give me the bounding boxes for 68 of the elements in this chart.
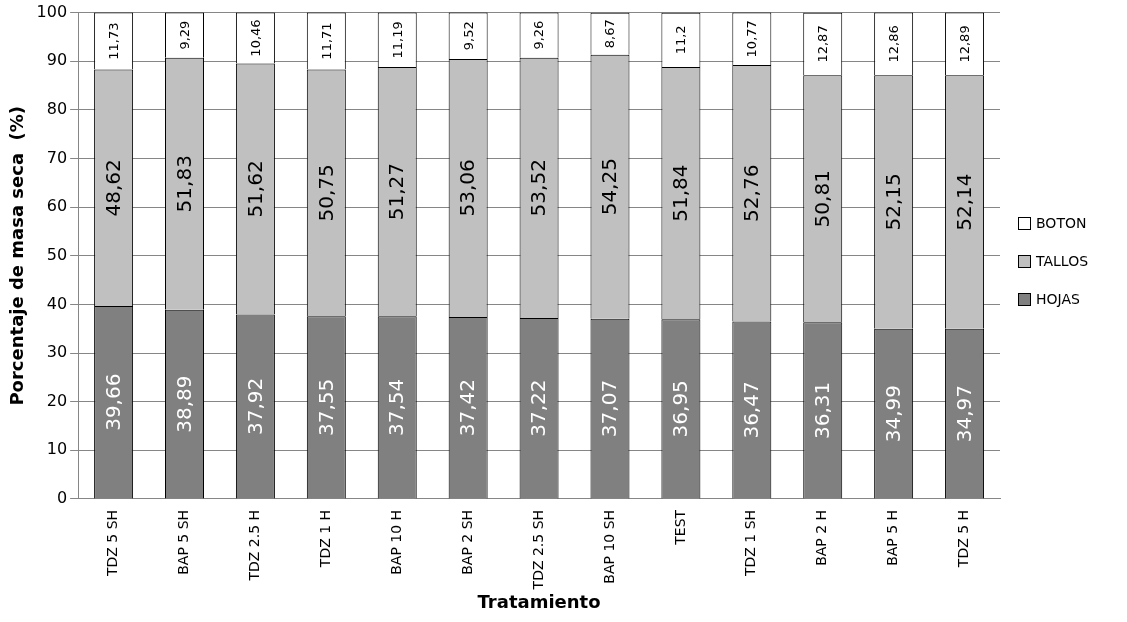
x-tick-label: TDZ 5 H bbox=[955, 509, 972, 569]
data-label: 34,97 bbox=[951, 384, 976, 443]
data-label: 52,15 bbox=[880, 173, 905, 231]
x-tick-label: TEST bbox=[671, 509, 688, 546]
y-tick-label: 0 bbox=[56, 488, 68, 508]
data-label: 51,84 bbox=[668, 164, 693, 222]
data-label: 51,27 bbox=[384, 163, 409, 221]
data-label: 12,87 bbox=[815, 25, 831, 63]
data-label: 52,14 bbox=[951, 173, 976, 231]
data-label: 51,62 bbox=[242, 160, 267, 218]
data-label: 51,83 bbox=[171, 155, 196, 213]
data-label: 36,47 bbox=[739, 381, 764, 439]
data-label: 54,25 bbox=[597, 158, 622, 216]
y-tick-label: 30 bbox=[46, 342, 68, 362]
x-tick-label: BAP 5 SH bbox=[175, 509, 192, 575]
y-tick-label: 70 bbox=[46, 147, 68, 167]
data-label: 53,06 bbox=[455, 159, 480, 217]
data-label: 50,75 bbox=[313, 164, 338, 222]
y-tick-label: 40 bbox=[46, 293, 68, 313]
data-label: 34,99 bbox=[880, 384, 905, 443]
x-tick-label: TDZ 5 SH bbox=[104, 509, 121, 578]
y-tick-label: 90 bbox=[46, 50, 68, 70]
data-label: 50,81 bbox=[809, 170, 834, 228]
legend-label: TALLOS bbox=[1036, 253, 1089, 269]
data-label: 12,86 bbox=[886, 25, 902, 63]
data-label: 9,26 bbox=[531, 20, 547, 50]
legend-label: HOJAS bbox=[1036, 291, 1080, 307]
x-tick-label: TDZ 2.5 H bbox=[246, 509, 263, 582]
x-axis-title: Tratamiento bbox=[477, 590, 601, 612]
y-tick-label: 10 bbox=[46, 439, 68, 459]
data-label: 8,67 bbox=[602, 19, 618, 49]
data-label: 37,54 bbox=[384, 378, 409, 436]
data-label: 52,76 bbox=[739, 164, 764, 222]
y-tick-label: 60 bbox=[46, 196, 68, 216]
x-tick-label: BAP 2 SH bbox=[458, 509, 475, 575]
data-label: 12,89 bbox=[956, 25, 972, 63]
text: BOTON bbox=[1036, 215, 1087, 231]
data-label: 37,92 bbox=[242, 377, 267, 436]
y-axis-title: Porcentaje de masa seca (%) bbox=[6, 105, 28, 406]
x-tick-label: TDZ 1 H bbox=[316, 509, 333, 569]
data-label: 39,66 bbox=[100, 373, 125, 431]
x-tick-label: TDZ 1 SH bbox=[742, 509, 759, 578]
data-label: 37,22 bbox=[526, 379, 551, 437]
data-label: 11,2 bbox=[673, 25, 689, 55]
x-tick-label: TDZ 2.5 SH bbox=[529, 509, 546, 591]
data-label: 37,07 bbox=[597, 379, 622, 438]
y-tick-label: 100 bbox=[36, 1, 68, 21]
data-label: 10,46 bbox=[247, 19, 263, 57]
y-tick-label: 50 bbox=[46, 244, 68, 264]
x-tick-label: BAP 2 H bbox=[813, 509, 830, 566]
data-label: 10,77 bbox=[744, 20, 760, 58]
data-label: 53,52 bbox=[526, 159, 551, 217]
y-tick-label: 80 bbox=[46, 99, 68, 119]
data-label: 37,55 bbox=[313, 378, 338, 436]
x-tick-label: BAP 5 H bbox=[884, 509, 901, 566]
data-label: 36,31 bbox=[809, 381, 834, 439]
data-label: 48,62 bbox=[100, 159, 125, 217]
data-label: 11,19 bbox=[389, 21, 405, 59]
data-label: 9,52 bbox=[460, 21, 476, 51]
data-label: 38,89 bbox=[171, 375, 196, 433]
data-label: 11,73 bbox=[105, 22, 121, 60]
data-label: 9,29 bbox=[176, 20, 192, 50]
x-tick-label: BAP 10 SH bbox=[600, 509, 617, 584]
data-label: 36,95 bbox=[668, 380, 693, 438]
y-tick-label: 20 bbox=[46, 390, 68, 410]
data-label: 11,71 bbox=[318, 22, 334, 60]
data-label: 37,42 bbox=[455, 379, 480, 437]
x-tick-label: BAP 10 H bbox=[387, 509, 404, 575]
